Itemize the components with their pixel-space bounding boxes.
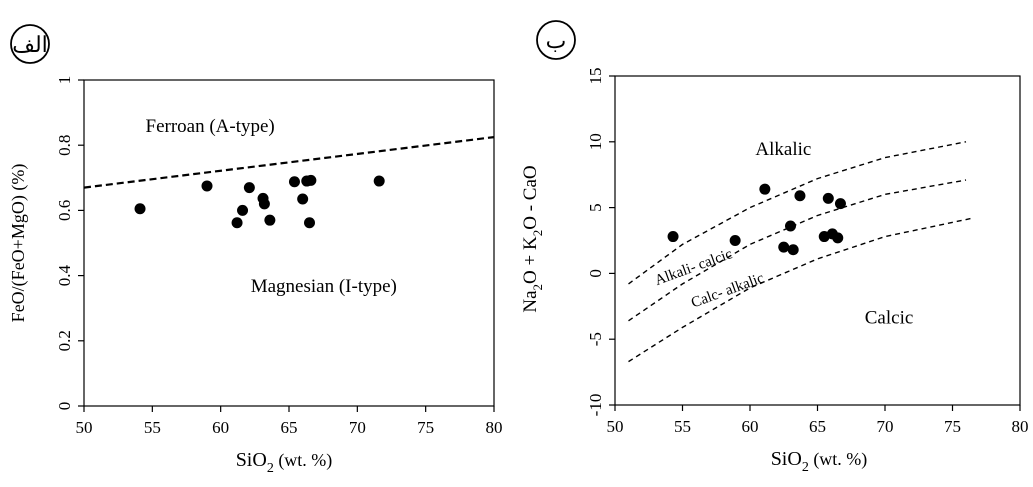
data-point (288, 176, 300, 188)
x-axis-label: SiO2 (wt. %) (771, 448, 868, 475)
y-axis-label-part: Na (520, 290, 541, 313)
y-tick-label: 0.8 (55, 135, 74, 156)
x-tick-label: 80 (486, 418, 503, 437)
y-tick-label: 0 (55, 402, 74, 411)
x-tick-label: 70 (877, 417, 894, 436)
data-point (264, 214, 276, 226)
panel-label-circle (10, 24, 50, 64)
y-axis-label-part: O - CaO (520, 165, 541, 229)
x-tick-label: 65 (281, 418, 298, 437)
chart-alef-svg: 50 55 60 65 70 75 80 0 0.2 0.4 0.6 0.8 1 SiO2 (wt. %)… (8, 24, 503, 476)
y-tick-label: -5 (586, 332, 605, 346)
field-label: Alkalic (755, 139, 811, 160)
field-label: Ferroan (A-type) (146, 116, 275, 137)
data-point (778, 241, 790, 253)
data-point (834, 198, 846, 210)
data-point (297, 193, 309, 205)
data-point (201, 180, 213, 192)
x-tick-label: 75 (944, 417, 961, 436)
y-axis-label: FeO/(FeO+MgO) (%) (8, 164, 29, 323)
field-label: Calc- alkalic (689, 270, 766, 311)
y-tick-label: 0.2 (55, 330, 74, 351)
y-axis-label-part: O + K (520, 236, 541, 284)
x-tick-label: 80 (1012, 417, 1029, 436)
boundary-line (628, 217, 973, 363)
y-axis-label-subscript: 2 (530, 284, 545, 291)
x-tick-label: 70 (349, 418, 366, 437)
panel-label-circle (536, 20, 576, 60)
field-label: Calcic (865, 307, 914, 328)
panel-label: الف (12, 32, 48, 57)
x-axis-label-tail: (wt. %) (274, 450, 332, 471)
data-point (787, 244, 799, 256)
chart-panel-be: 50 55 60 65 70 75 80 -10 -5 0 5 10 15 SiO2 (wt. %) Alk… (516, 0, 1033, 482)
y-tick-label: 1 (55, 76, 74, 85)
y-axis-label-subscript: 2 (530, 230, 545, 237)
x-tick-label: 60 (212, 418, 229, 437)
y-tick-label: 10 (586, 133, 605, 150)
y-tick-label: -10 (586, 394, 605, 417)
field-label: Alkali- calcic (653, 246, 735, 289)
x-tick-label: 65 (809, 417, 826, 436)
panel-label: ب (546, 28, 567, 53)
chart-panel-alef: 50 55 60 65 70 75 80 0 0.2 0.4 0.6 0.8 1 SiO2 (wt. %)… (0, 0, 520, 482)
y-tick-label: 0.6 (55, 200, 74, 221)
x-tick-label: 60 (742, 417, 759, 436)
data-point (258, 198, 270, 210)
x-tick-label: 50 (607, 417, 624, 436)
y-axis-label: Na2O + K2O - CaO (520, 165, 545, 312)
x-axis-label-subscript: 2 (267, 461, 274, 476)
x-tick-label: 55 (674, 417, 691, 436)
y-tick-label: 5 (586, 203, 605, 212)
data-point (832, 232, 844, 244)
x-axis-label-main: SiO (771, 448, 802, 470)
y-tick-label: 15 (586, 68, 605, 85)
x-axis-label-main: SiO (236, 449, 267, 471)
boundary-line (628, 141, 967, 285)
data-point (243, 182, 255, 194)
x-axis-label-subscript: 2 (802, 460, 809, 475)
data-point (373, 175, 385, 187)
boundary-line (628, 179, 967, 322)
x-tick-label: 75 (417, 418, 434, 437)
data-point (667, 231, 679, 243)
x-axis-label-tail: (wt. %) (809, 449, 867, 470)
x-axis-label: SiO2 (wt. %) (236, 449, 333, 476)
data-point (305, 174, 317, 186)
data-point (134, 203, 146, 215)
field-label: Magnesian (I-type) (251, 276, 397, 297)
data-point (231, 217, 243, 229)
data-point (822, 192, 834, 204)
x-tick-label: 55 (144, 418, 161, 437)
data-point (304, 217, 315, 229)
data-point (759, 183, 771, 195)
x-tick-label: 50 (76, 418, 93, 437)
data-point (729, 235, 741, 246)
data-point (794, 190, 806, 202)
y-tick-label: 0.4 (55, 264, 74, 286)
y-tick-label: 0 (586, 269, 605, 278)
boundary-line (83, 136, 495, 189)
data-point (237, 204, 249, 216)
data-point (785, 220, 796, 232)
